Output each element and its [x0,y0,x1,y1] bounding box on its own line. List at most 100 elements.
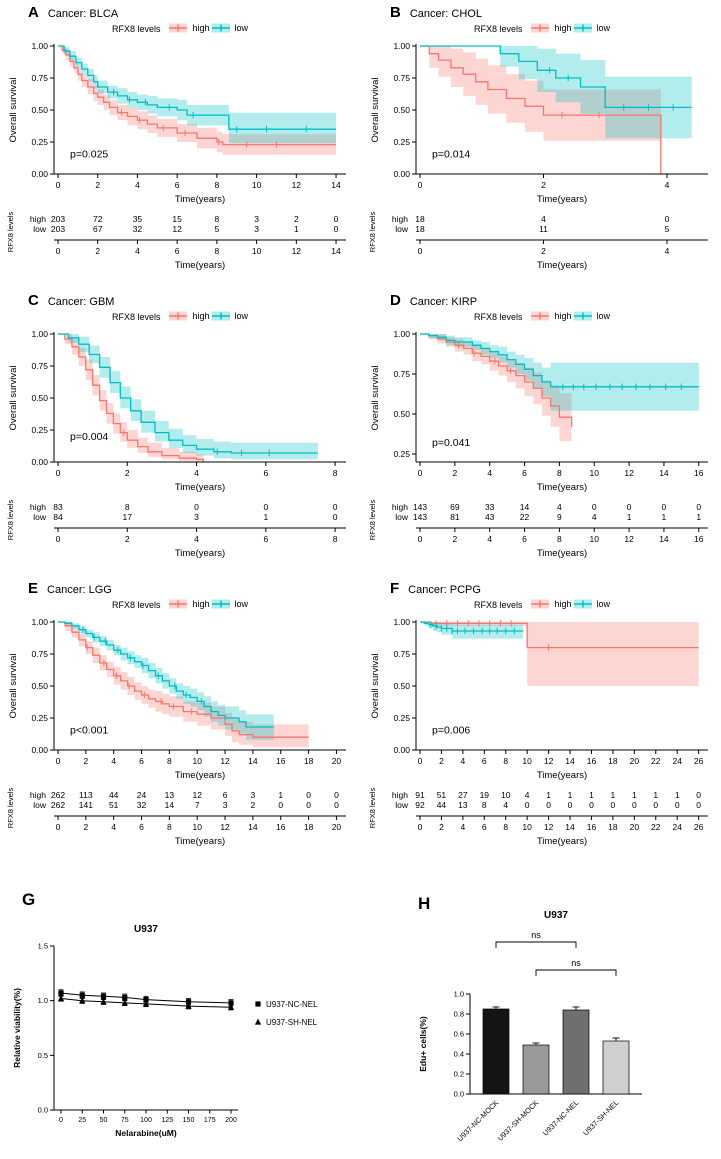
legend-key-label: high [554,311,572,321]
svg-text:0.75: 0.75 [393,369,410,379]
svg-text:0: 0 [334,214,339,224]
svg-text:16: 16 [694,468,704,478]
svg-text:22: 22 [651,822,661,832]
svg-text:175: 175 [204,1117,216,1124]
legend-key-low: low [210,310,248,322]
svg-text:125: 125 [161,1117,173,1124]
svg-text:6: 6 [175,180,180,190]
svg-text:3: 3 [223,800,228,810]
svg-text:0.00: 0.00 [393,169,410,179]
svg-text:4: 4 [557,502,562,512]
svg-text:0: 0 [632,800,637,810]
svg-text:Time(years): Time(years) [175,194,225,205]
panel-edu: H U937 0.0 0.2 0.4 0.6 0.8 1.0 Edu+ cells(%) U93… [398,884,718,1156]
panel-title: Cancer: PCPG [408,584,481,596]
svg-text:12: 12 [220,822,230,832]
svg-text:13: 13 [458,800,468,810]
svg-text:1: 1 [546,790,551,800]
legend-title: RFX8 levels [111,24,161,34]
svg-text:RFX8 levels: RFX8 levels [6,788,15,829]
svg-text:8: 8 [167,756,172,766]
svg-text:1.00: 1.00 [393,41,410,51]
legend-keys: high low [529,310,610,324]
legend-key-label: high [554,23,572,33]
legend-swatch-icon [169,311,188,321]
svg-text:0.00: 0.00 [31,457,48,467]
svg-text:RFX8 levels: RFX8 levels [6,500,15,541]
svg-text:0.25: 0.25 [393,449,410,459]
svg-text:3: 3 [254,214,259,224]
svg-text:16: 16 [694,534,704,544]
legend-keys: high low [529,598,610,612]
svg-text:8: 8 [333,534,338,544]
svg-text:0.0: 0.0 [454,1090,464,1099]
legend-key-high: high [529,22,572,34]
svg-text:Relative viability(%): Relative viability(%) [12,988,22,1068]
svg-text:6: 6 [263,468,268,478]
svg-text:1: 1 [589,790,594,800]
svg-text:5: 5 [215,224,220,234]
svg-text:0.50: 0.50 [31,393,48,403]
legend-key-high: high [167,598,210,610]
legend-swatch-icon [531,311,550,321]
panel-kirp: D Cancer: KIRP RFX8 levels high low 0.25 0… [366,290,718,576]
svg-text:U937-SH-NEL: U937-SH-NEL [266,1018,318,1027]
svg-text:4: 4 [461,756,466,766]
panel-header: A Cancer: BLCA [4,2,356,21]
svg-text:0.50: 0.50 [393,681,410,691]
svg-text:0: 0 [56,468,61,478]
legend-keys: high low [167,598,248,612]
legend-title: RFX8 levels [473,600,523,610]
svg-text:22: 22 [651,756,661,766]
svg-text:8: 8 [167,822,172,832]
svg-text:RFX8 levels: RFX8 levels [6,212,15,253]
svg-text:4: 4 [665,246,670,256]
svg-text:0: 0 [334,790,339,800]
svg-text:2: 2 [541,180,546,190]
svg-text:6: 6 [175,246,180,256]
panel-letter: G [22,890,36,909]
svg-text:67: 67 [93,224,103,234]
svg-text:Time(years): Time(years) [537,548,587,559]
svg-text:14: 14 [331,246,341,256]
svg-text:7: 7 [195,800,200,810]
svg-text:ns: ns [571,958,581,968]
svg-text:low: low [395,800,409,810]
svg-text:0: 0 [418,180,423,190]
svg-text:0.0: 0.0 [38,1106,48,1115]
legend-key-label: low [596,311,611,321]
svg-text:0: 0 [334,800,339,810]
svg-text:p=0.004: p=0.004 [70,431,108,443]
svg-text:2: 2 [125,534,130,544]
svg-text:262: 262 [51,790,65,800]
legend-swatch-icon [211,23,230,33]
svg-text:4: 4 [503,800,508,810]
svg-text:0: 0 [306,800,311,810]
edu-bar-chart: U937 0.0 0.2 0.4 0.6 0.8 1.0 Edu+ cells(%) U937-… [418,910,642,1143]
svg-text:6: 6 [522,468,527,478]
svg-text:12: 12 [172,224,182,234]
svg-text:10: 10 [589,534,599,544]
svg-text:2: 2 [83,822,88,832]
legend-key-low: low [572,22,610,34]
svg-text:4: 4 [665,180,670,190]
legend-title: RFX8 levels [473,24,523,34]
svg-text:1: 1 [611,790,616,800]
svg-text:0: 0 [592,502,597,512]
svg-text:75: 75 [121,1117,129,1124]
svg-text:0: 0 [568,800,573,810]
svg-text:50: 50 [100,1117,108,1124]
svg-text:4: 4 [525,790,530,800]
panel-letter: A [28,4,39,21]
legend-swatch-icon [531,599,550,609]
svg-text:3: 3 [194,512,199,522]
svg-text:8: 8 [333,468,338,478]
svg-text:1: 1 [653,790,658,800]
svg-text:0.25: 0.25 [393,137,410,147]
svg-text:low: low [33,800,47,810]
svg-text:Time(years): Time(years) [537,260,587,271]
svg-text:p=0.014: p=0.014 [432,148,470,160]
svg-text:24: 24 [137,790,147,800]
svg-text:69: 69 [450,502,460,512]
